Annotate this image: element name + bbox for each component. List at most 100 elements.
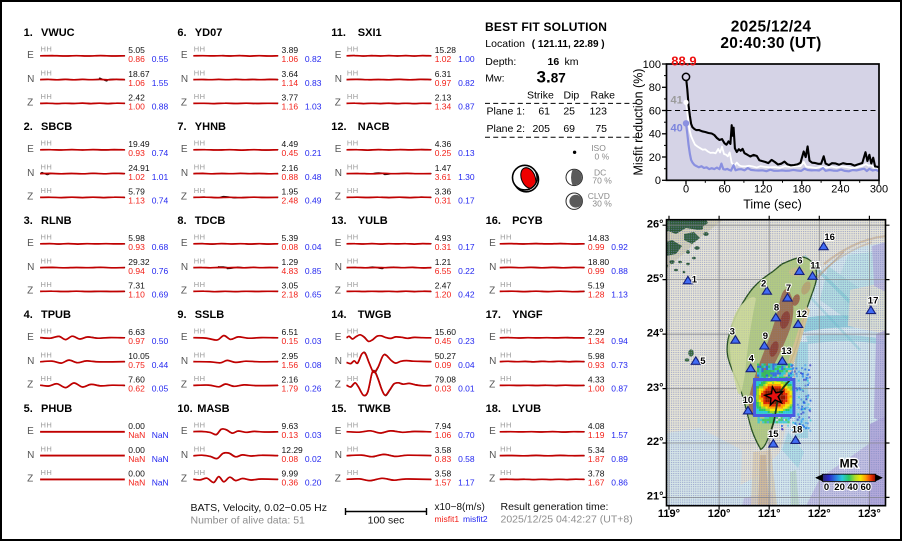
svg-text:1.00: 1.00 (588, 384, 605, 394)
svg-text:1.13: 1.13 (611, 290, 628, 300)
svg-text:0.68: 0.68 (152, 242, 169, 252)
svg-text:HH: HH (194, 233, 206, 242)
svg-text:E: E (181, 50, 188, 61)
svg-text:Z: Z (27, 286, 33, 297)
svg-text:HH: HH (41, 468, 53, 477)
svg-text:Location: Location (485, 38, 525, 50)
svg-text:x10−8(m/s): x10−8(m/s) (435, 502, 485, 513)
svg-text:0.82: 0.82 (305, 54, 322, 64)
svg-text:0.08: 0.08 (282, 242, 299, 252)
svg-text:79.08: 79.08 (435, 375, 457, 385)
svg-text:1.30: 1.30 (458, 172, 475, 182)
svg-text:1.67: 1.67 (588, 478, 605, 488)
svg-text:0.45: 0.45 (435, 336, 452, 346)
svg-text:0.86: 0.86 (128, 54, 145, 64)
svg-text:MR: MR (840, 457, 859, 471)
svg-text:E: E (335, 144, 342, 155)
svg-text:HH: HH (194, 444, 206, 453)
svg-text:0.36: 0.36 (282, 478, 299, 488)
svg-text:6.51: 6.51 (282, 327, 299, 337)
svg-text:20:40:30 (UT): 20:40:30 (UT) (720, 35, 821, 52)
svg-text:PHUB: PHUB (41, 403, 72, 415)
svg-text:HH: HH (194, 92, 206, 101)
svg-text:7.: 7. (177, 121, 186, 133)
svg-text:0.88: 0.88 (152, 102, 169, 112)
svg-text:24.91: 24.91 (128, 163, 150, 173)
svg-text:0.87: 0.87 (458, 102, 475, 112)
svg-text:E: E (27, 332, 34, 343)
svg-text:0.17: 0.17 (458, 196, 475, 206)
svg-text:2.48: 2.48 (282, 196, 299, 206)
svg-text:60: 60 (861, 482, 872, 493)
svg-text:HH: HH (194, 162, 206, 171)
svg-text:E: E (27, 50, 34, 61)
svg-text:ISO: ISO (591, 143, 606, 153)
svg-text:61: 61 (538, 106, 550, 118)
svg-text:0.74: 0.74 (152, 148, 169, 158)
svg-text:0.94: 0.94 (128, 266, 145, 276)
svg-text:4.33: 4.33 (588, 375, 605, 385)
svg-text:N: N (181, 356, 188, 367)
svg-text:E: E (181, 332, 188, 343)
svg-text:Z: Z (335, 192, 341, 203)
svg-text:0.02: 0.02 (305, 454, 322, 464)
svg-text:1.17: 1.17 (458, 478, 475, 488)
svg-text:11: 11 (810, 261, 821, 272)
svg-text:0 %: 0 % (595, 151, 610, 161)
svg-text:N: N (335, 262, 342, 273)
svg-text:HH: HH (500, 444, 512, 453)
svg-text:N: N (489, 356, 496, 367)
svg-text:1.02: 1.02 (128, 172, 145, 182)
svg-text:VWUC: VWUC (41, 27, 75, 39)
svg-text:180: 180 (793, 184, 811, 196)
svg-text:7.94: 7.94 (435, 421, 452, 431)
svg-text:1.: 1. (24, 27, 33, 39)
svg-text:25°: 25° (647, 273, 664, 285)
svg-text:HH: HH (347, 68, 359, 77)
svg-text:2.47: 2.47 (435, 281, 452, 291)
svg-text:0.99: 0.99 (588, 242, 605, 252)
svg-text:0.00: 0.00 (128, 445, 145, 455)
svg-text:N: N (181, 168, 188, 179)
svg-text:0.83: 0.83 (435, 454, 452, 464)
svg-text:NaN: NaN (152, 454, 169, 464)
svg-text:16: 16 (548, 56, 560, 68)
svg-text:1.56: 1.56 (282, 360, 299, 370)
svg-text:5.98: 5.98 (588, 351, 605, 361)
svg-text:1.06: 1.06 (282, 54, 299, 64)
svg-text:N: N (335, 356, 342, 367)
svg-text:HH: HH (41, 327, 53, 336)
svg-text:YHNB: YHNB (195, 121, 226, 133)
svg-text:1.95: 1.95 (282, 187, 299, 197)
svg-text:3.: 3. (24, 215, 33, 227)
svg-text:2.16: 2.16 (282, 375, 299, 385)
svg-text:1.28: 1.28 (588, 290, 605, 300)
svg-text:4.08: 4.08 (588, 421, 605, 431)
svg-text:0.23: 0.23 (458, 336, 475, 346)
svg-text:3: 3 (730, 326, 735, 337)
svg-text:7.60: 7.60 (128, 375, 145, 385)
svg-text:0.21: 0.21 (305, 148, 322, 158)
svg-text:14.: 14. (331, 309, 346, 321)
svg-text:3.78: 3.78 (588, 469, 605, 479)
svg-text:HH: HH (347, 45, 359, 54)
svg-text:12.: 12. (331, 121, 346, 133)
svg-text:240: 240 (831, 184, 849, 196)
svg-text:0.13: 0.13 (458, 148, 475, 158)
svg-text:1.06: 1.06 (435, 430, 452, 440)
svg-text:SBCB: SBCB (41, 121, 72, 133)
svg-text:5.39: 5.39 (282, 233, 299, 243)
svg-text:14.83: 14.83 (588, 233, 610, 243)
svg-text:2.95: 2.95 (282, 351, 299, 361)
svg-text:69: 69 (563, 123, 575, 135)
svg-text:18.: 18. (486, 403, 501, 415)
svg-text:21°: 21° (647, 491, 664, 503)
svg-text:10.05: 10.05 (128, 351, 150, 361)
svg-text:0.89: 0.89 (611, 454, 628, 464)
svg-text:Z: Z (489, 380, 495, 391)
svg-text:41: 41 (671, 95, 683, 107)
svg-text:misfit1: misfit1 (435, 514, 460, 524)
svg-text:TWGB: TWGB (358, 309, 392, 321)
svg-text:2.16: 2.16 (282, 163, 299, 173)
svg-text:9.99: 9.99 (282, 469, 299, 479)
